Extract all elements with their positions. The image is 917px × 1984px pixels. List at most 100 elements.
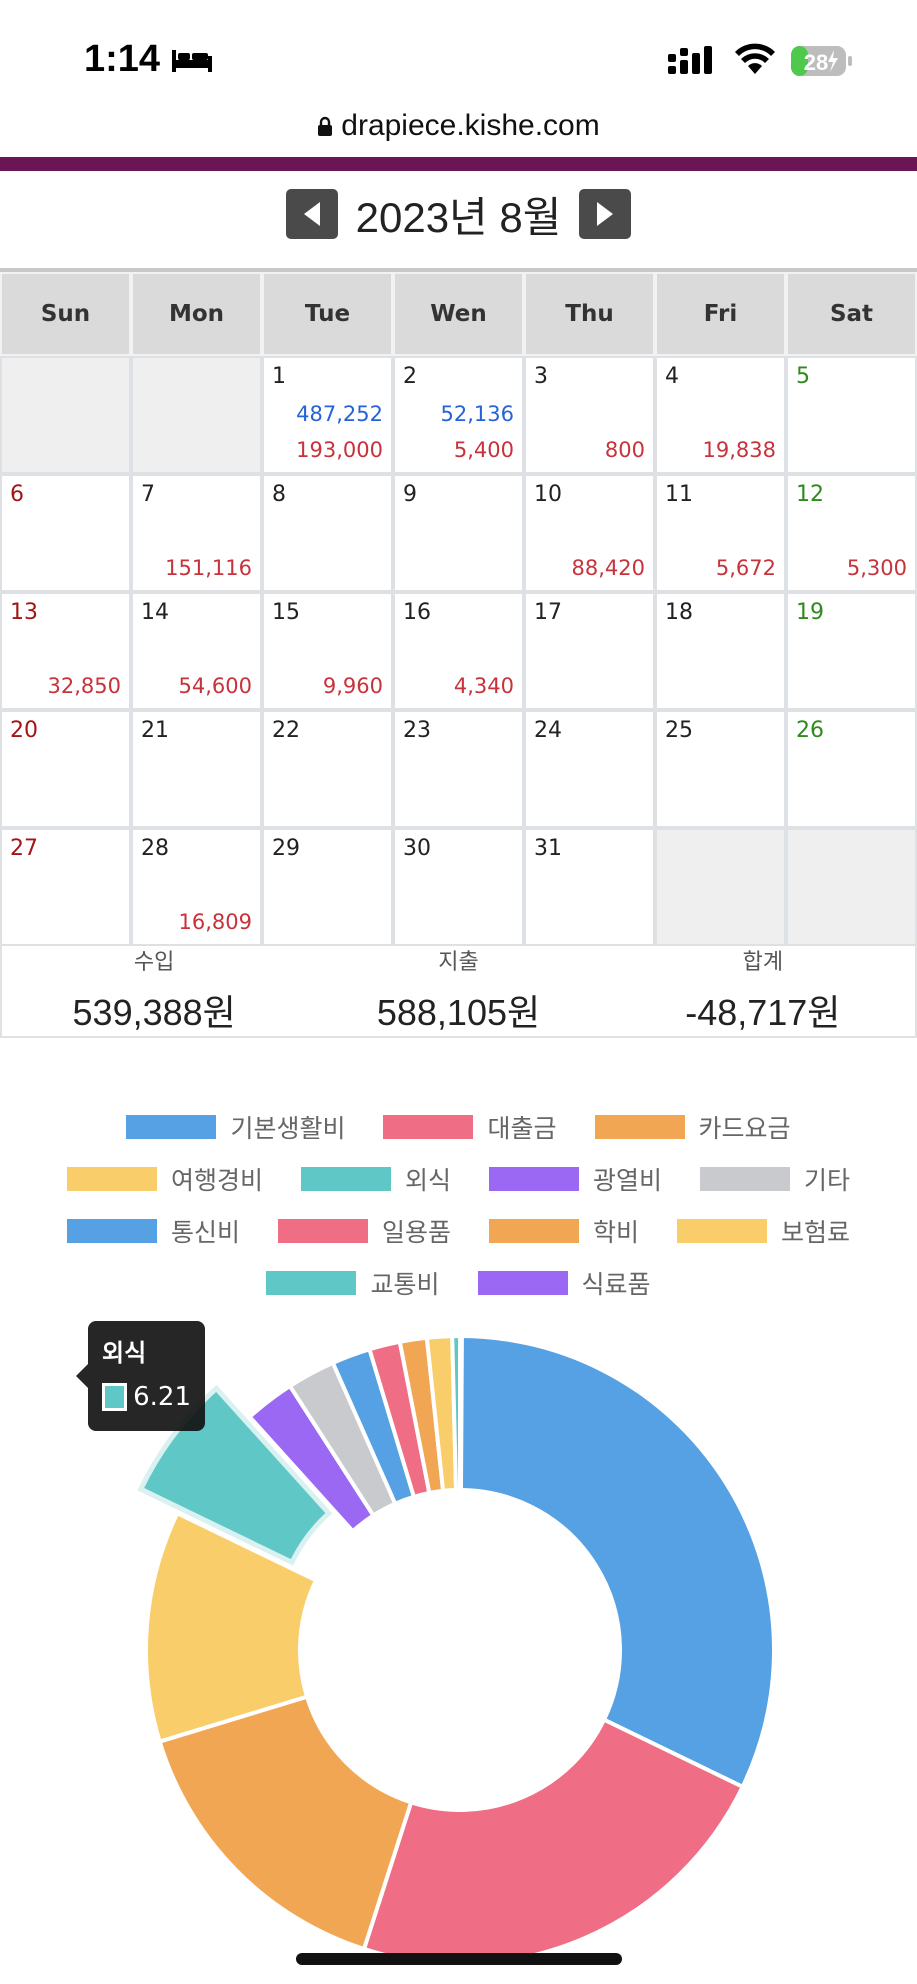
income-summary: 수입 539,388원 bbox=[2, 940, 306, 1036]
legend-item[interactable]: 학비 bbox=[489, 1218, 639, 1247]
day-cell[interactable]: 31 bbox=[524, 828, 655, 946]
day-cell[interactable]: 2 52,136 5,400 bbox=[393, 356, 524, 474]
calendar-week: 1 487,252 193,000 2 52,136 5,400 3 800 4 19,838 5 bbox=[0, 356, 917, 474]
day-expense: 54,600 bbox=[178, 674, 252, 698]
next-month-button[interactable] bbox=[579, 189, 632, 239]
calendar-grid: Sun Mon Tue Wen Thu Fri Sat 1 487,252 193,… bbox=[0, 268, 917, 946]
day-cell[interactable]: 27 bbox=[0, 828, 131, 946]
day-cell[interactable]: 11 5,672 bbox=[655, 474, 786, 592]
legend-swatch bbox=[594, 1115, 685, 1139]
legend-swatch bbox=[66, 1167, 157, 1191]
day-expense: 5,672 bbox=[715, 556, 776, 580]
legend-item[interactable]: 여행경비 bbox=[66, 1166, 263, 1195]
day-cell[interactable]: 19 bbox=[786, 592, 917, 710]
day-number: 26 bbox=[796, 718, 824, 743]
legend-label: 교통비 bbox=[370, 1270, 440, 1299]
day-cell[interactable]: 12 5,300 bbox=[786, 474, 917, 592]
day-cell[interactable]: 21 bbox=[131, 710, 262, 828]
legend-item[interactable]: 교통비 bbox=[266, 1270, 440, 1299]
day-number: 9 bbox=[403, 482, 417, 507]
day-cell[interactable]: 29 bbox=[262, 828, 393, 946]
day-expense: 16,809 bbox=[178, 910, 252, 934]
legend-item[interactable]: 보험료 bbox=[677, 1218, 850, 1247]
day-cell[interactable]: 13 32,850 bbox=[0, 592, 131, 710]
legend-label: 광열비 bbox=[593, 1166, 663, 1195]
legend-item[interactable]: 외식 bbox=[300, 1166, 451, 1195]
day-cell[interactable]: 5 bbox=[786, 356, 917, 474]
legend-swatch bbox=[126, 1115, 217, 1139]
legend-swatch bbox=[300, 1167, 391, 1191]
battery-indicator: 28 bbox=[790, 44, 854, 78]
lock-icon bbox=[318, 116, 333, 136]
chart-tooltip: 외식 6.21 bbox=[88, 1321, 205, 1431]
legend-swatch bbox=[266, 1271, 357, 1295]
day-number: 10 bbox=[534, 482, 562, 507]
day-cell[interactable]: 9 bbox=[393, 474, 524, 592]
day-cell[interactable]: 6 bbox=[0, 474, 131, 592]
legend-item[interactable]: 통신비 bbox=[66, 1218, 240, 1247]
day-expense: 151,116 bbox=[165, 556, 252, 580]
day-cell[interactable]: 10 88,420 bbox=[524, 474, 655, 592]
legend-swatch bbox=[383, 1115, 474, 1139]
legend-label: 통신비 bbox=[170, 1218, 240, 1247]
expense-label: 지출 bbox=[438, 950, 479, 975]
chart-slice-4[interactable] bbox=[137, 1384, 333, 1566]
day-number: 28 bbox=[141, 836, 169, 861]
day-cell[interactable]: 1 487,252 193,000 bbox=[262, 356, 393, 474]
day-cell[interactable]: 17 bbox=[524, 592, 655, 710]
day-number: 5 bbox=[796, 364, 810, 389]
calendar-week: 27 28 16,809 29 30 31 bbox=[0, 828, 917, 946]
income-value: 539,388원 bbox=[72, 992, 236, 1033]
triangle-right-icon bbox=[597, 202, 614, 226]
chart-slice-12[interactable] bbox=[458, 1333, 464, 1493]
day-cell[interactable]: 16 4,340 bbox=[393, 592, 524, 710]
address-bar[interactable]: drapiece.kishe.com bbox=[0, 106, 917, 146]
day-cell[interactable]: 4 19,838 bbox=[655, 356, 786, 474]
prev-month-button[interactable] bbox=[285, 189, 338, 239]
day-cell[interactable]: 20 bbox=[0, 710, 131, 828]
legend-item[interactable]: 광열비 bbox=[489, 1166, 662, 1195]
chart-slice-0[interactable] bbox=[458, 1333, 776, 1790]
battery-icon: 28 bbox=[791, 46, 852, 76]
legend-swatch bbox=[277, 1219, 368, 1243]
legend-item[interactable]: 카드요금 bbox=[594, 1114, 791, 1143]
day-number: 20 bbox=[10, 718, 38, 743]
day-cell[interactable]: 25 bbox=[655, 710, 786, 828]
day-cell[interactable]: 22 bbox=[262, 710, 393, 828]
weekday-header: Sun Mon Tue Wen Thu Fri Sat bbox=[0, 272, 917, 356]
day-cell[interactable]: 18 bbox=[655, 592, 786, 710]
calendar-week: 13 32,850 14 54,600 15 9,960 16 4,340 17 18 19 bbox=[0, 592, 917, 710]
day-cell[interactable]: 14 54,600 bbox=[131, 592, 262, 710]
chart-slice-2[interactable] bbox=[157, 1694, 414, 1952]
calendar-weeks: 1 487,252 193,000 2 52,136 5,400 3 800 4 19,838 5 6… bbox=[0, 356, 917, 946]
day-cell[interactable]: 30 bbox=[393, 828, 524, 946]
day-cell[interactable]: 15 9,960 bbox=[262, 592, 393, 710]
legend-item[interactable]: 기본생활비 bbox=[126, 1114, 345, 1143]
legend-item[interactable]: 식료품 bbox=[477, 1270, 651, 1299]
chart-slice-3[interactable] bbox=[144, 1510, 319, 1745]
bed-icon bbox=[172, 49, 213, 72]
day-number: 21 bbox=[141, 718, 169, 743]
day-number: 18 bbox=[665, 600, 693, 625]
day-cell[interactable]: 23 bbox=[393, 710, 524, 828]
day-number: 25 bbox=[665, 718, 693, 743]
site-header-bar bbox=[0, 157, 917, 171]
legend-label: 보험료 bbox=[781, 1218, 851, 1247]
day-cell[interactable]: 8 bbox=[262, 474, 393, 592]
legend-swatch bbox=[477, 1271, 568, 1295]
legend-item[interactable]: 일용품 bbox=[277, 1218, 451, 1247]
legend-item[interactable]: 대출금 bbox=[383, 1114, 557, 1143]
day-cell[interactable]: 28 16,809 bbox=[131, 828, 262, 946]
day-number: 3 bbox=[534, 364, 548, 389]
day-expense: 193,000 bbox=[296, 438, 383, 462]
day-cell[interactable]: 24 bbox=[524, 710, 655, 828]
day-cell[interactable]: 3 800 bbox=[524, 356, 655, 474]
legend-label: 학비 bbox=[593, 1218, 640, 1247]
day-cell[interactable]: 7 151,116 bbox=[131, 474, 262, 592]
day-cell[interactable]: 26 bbox=[786, 710, 917, 828]
weekday-fri: Fri bbox=[655, 272, 786, 356]
calendar-week: 6 7 151,116 8 9 10 88,420 11 5,672 12 5,300 bbox=[0, 474, 917, 592]
home-indicator[interactable] bbox=[296, 1953, 622, 1965]
legend-item[interactable]: 기타 bbox=[700, 1166, 850, 1195]
day-expense: 5,300 bbox=[846, 556, 907, 580]
